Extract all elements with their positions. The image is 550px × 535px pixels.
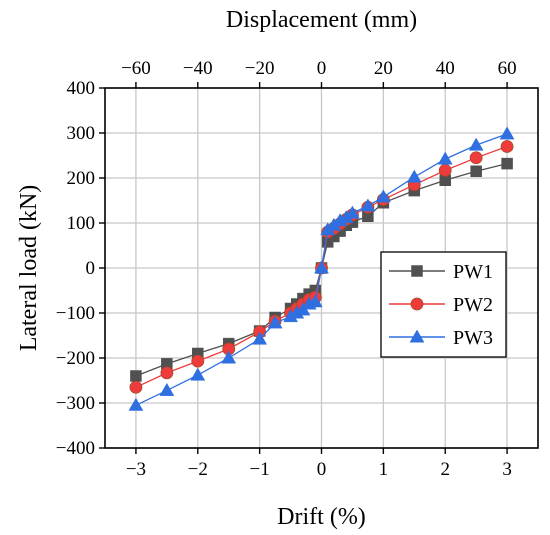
tick-labels: −3 −2 −1 0 1 2 3−60 −40 −20 0 20 40 60−400−300−200−1… (56, 58, 517, 480)
top-tick-label: 0 (317, 58, 327, 79)
y-tick-label: −200 (56, 348, 95, 369)
data-point (501, 157, 513, 170)
data-point (314, 260, 329, 274)
data-point (437, 151, 453, 165)
legend-marker (409, 329, 425, 343)
x-axis-title: Drift (%) (277, 504, 366, 530)
data-point (360, 198, 376, 212)
data-point (252, 331, 268, 345)
x-tick-label: 2 (440, 459, 450, 480)
y-tick-label: 200 (67, 168, 96, 189)
data-point (129, 380, 143, 394)
x-tick-label: −2 (188, 459, 208, 480)
top-tick-label: −60 (121, 58, 151, 79)
y-tick-label: 400 (67, 78, 96, 99)
y-axis-title: Lateral load (kN) (16, 185, 42, 352)
data-point (190, 367, 206, 381)
data-point (344, 205, 360, 219)
legend: PW1 PW2 PW3 (380, 251, 507, 358)
data-point (267, 315, 283, 329)
data-point (470, 165, 482, 177)
x-tick-label: −3 (126, 459, 146, 480)
data-point (128, 397, 144, 411)
y-tick-label: 100 (67, 213, 96, 234)
x-tick-label: 1 (379, 459, 389, 480)
data-point (499, 126, 515, 140)
legend-item-pw1: PW1 (389, 261, 493, 283)
legend-item-pw2: PW2 (389, 294, 493, 316)
top-tick-label: −40 (183, 58, 213, 79)
legend-label: PW2 (453, 294, 493, 316)
data-point (221, 350, 237, 364)
x-tick-label: 3 (502, 459, 512, 480)
data-point (130, 370, 142, 382)
legend-label: PW1 (453, 261, 493, 283)
x-tick-label: 0 (317, 459, 327, 480)
top-tick-label: 20 (374, 58, 393, 79)
data-point (191, 354, 205, 368)
legend-marker (410, 297, 424, 311)
legend-label: PW3 (453, 327, 493, 349)
y-tick-label: −400 (56, 438, 95, 459)
top-tick-label: 60 (498, 58, 517, 79)
data-point (375, 189, 391, 203)
series-pw3 (128, 126, 515, 411)
series-layer (128, 126, 515, 411)
y-tick-label: −100 (56, 303, 95, 324)
top-axis-title: Displacement (mm) (226, 7, 417, 33)
data-point (469, 151, 483, 165)
y-tick-label: −300 (56, 393, 95, 414)
data-point (160, 366, 174, 380)
data-point (500, 140, 514, 153)
data-point (406, 169, 422, 183)
tick-marks (99, 82, 508, 454)
top-tick-label: −20 (245, 58, 275, 79)
data-point (438, 163, 452, 177)
data-point (468, 137, 484, 151)
y-tick-label: 300 (67, 123, 96, 144)
x-tick-label: −1 (250, 459, 270, 480)
y-tick-label: 0 (86, 258, 96, 279)
data-point (159, 382, 175, 396)
legend-item-pw3: PW3 (389, 327, 493, 349)
top-tick-label: 40 (436, 58, 455, 79)
legend-marker (411, 265, 423, 277)
data-point (307, 294, 323, 308)
